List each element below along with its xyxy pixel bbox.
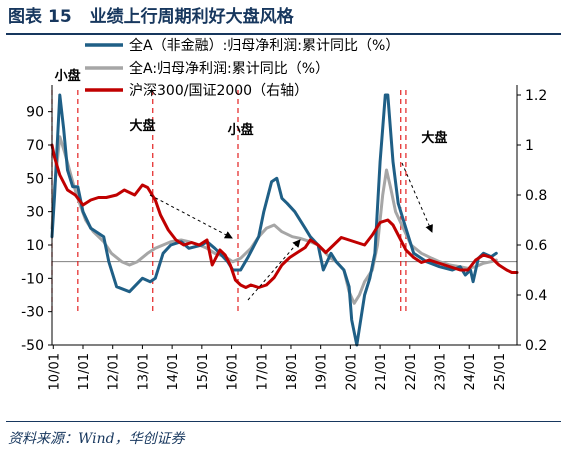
right-tick-label: 0.4 bbox=[525, 288, 547, 304]
style-label: 小盘 bbox=[55, 68, 81, 84]
x-tick-label: 15/01 bbox=[196, 353, 211, 390]
left-tick-label: 90 bbox=[26, 105, 44, 121]
left-tick-label: -30 bbox=[21, 305, 44, 321]
figure-label: 图表 bbox=[8, 7, 42, 27]
x-tick-label: 17/01 bbox=[255, 353, 270, 390]
x-tick-label: 12/01 bbox=[107, 353, 122, 390]
left-tick-label: 50 bbox=[26, 171, 44, 187]
series-line-1 bbox=[50, 93, 498, 347]
left-tick-label: 70 bbox=[26, 138, 44, 154]
x-tick-label: 20/01 bbox=[344, 353, 359, 390]
left-tick-label: -50 bbox=[21, 338, 44, 354]
x-tick-label: 11/01 bbox=[77, 353, 92, 390]
line-chart: 90 70 50 30 10 -10 -30 -50 1.2 1 0.8 0.6 0.4 0.2 10/01… bbox=[21, 37, 547, 390]
x-tick-label: 14/01 bbox=[166, 353, 181, 390]
style-label: 大盘 bbox=[130, 118, 156, 134]
x-tick-label: 25/01 bbox=[493, 353, 508, 390]
left-tick-label: -10 bbox=[21, 271, 44, 287]
style-label: 大盘 bbox=[421, 130, 447, 146]
left-tick-label: 30 bbox=[26, 205, 44, 221]
x-tick-label: 23/01 bbox=[434, 353, 449, 390]
series-line-3 bbox=[50, 143, 519, 289]
trend-arrow bbox=[401, 162, 433, 233]
x-tick-label: 10/01 bbox=[47, 353, 62, 390]
legend: 全A（非金融）:归母净利润:累计同比（%） 全A:归母净利润:累计同比（%） 沪深3… bbox=[85, 37, 399, 99]
x-tick-label: 24/01 bbox=[463, 353, 478, 390]
left-tick-label: 10 bbox=[26, 238, 44, 254]
right-tick-label: 0.6 bbox=[525, 238, 547, 254]
x-tick-label: 16/01 bbox=[226, 353, 241, 390]
style-label: 小盘 bbox=[228, 122, 254, 138]
source-divider bbox=[6, 421, 561, 422]
x-tick-label: 19/01 bbox=[315, 353, 330, 390]
x-tick-label: 18/01 bbox=[285, 353, 300, 390]
x-tick-label: 21/01 bbox=[374, 353, 389, 390]
x-tick-label: 13/01 bbox=[136, 353, 151, 390]
series-layer bbox=[50, 93, 519, 347]
annotation-layer: 小盘大盘小盘大盘小盘大盘小盘 bbox=[55, 68, 447, 301]
right-tick-label: 1.2 bbox=[525, 88, 547, 104]
trend-arrow bbox=[247, 239, 301, 301]
chart-title: 图表 15 业绩上行周期利好大盘风格 bbox=[8, 3, 294, 31]
legend-label: 沪深300/国证2000（右轴） bbox=[129, 83, 308, 99]
legend-label: 全A（非金融）:归母净利润:累计同比（%） bbox=[129, 37, 399, 54]
x-tick-label: 22/01 bbox=[404, 353, 419, 390]
right-tick-label: 1 bbox=[525, 138, 534, 154]
title-divider bbox=[6, 33, 561, 35]
figure-heading: 业绩上行周期利好大盘风格 bbox=[89, 7, 294, 27]
right-tick-label: 0.2 bbox=[525, 338, 547, 354]
right-tick-label: 0.8 bbox=[525, 188, 547, 204]
figure-number: 15 bbox=[48, 7, 72, 27]
source-note: 资料来源：Wind，华创证券 bbox=[8, 431, 185, 447]
legend-label: 全A:归母净利润:累计同比（%） bbox=[129, 60, 329, 77]
axis-layer: 90 70 50 30 10 -10 -30 -50 1.2 1 0.8 0.6 0.4 0.2 10/01… bbox=[21, 85, 547, 390]
